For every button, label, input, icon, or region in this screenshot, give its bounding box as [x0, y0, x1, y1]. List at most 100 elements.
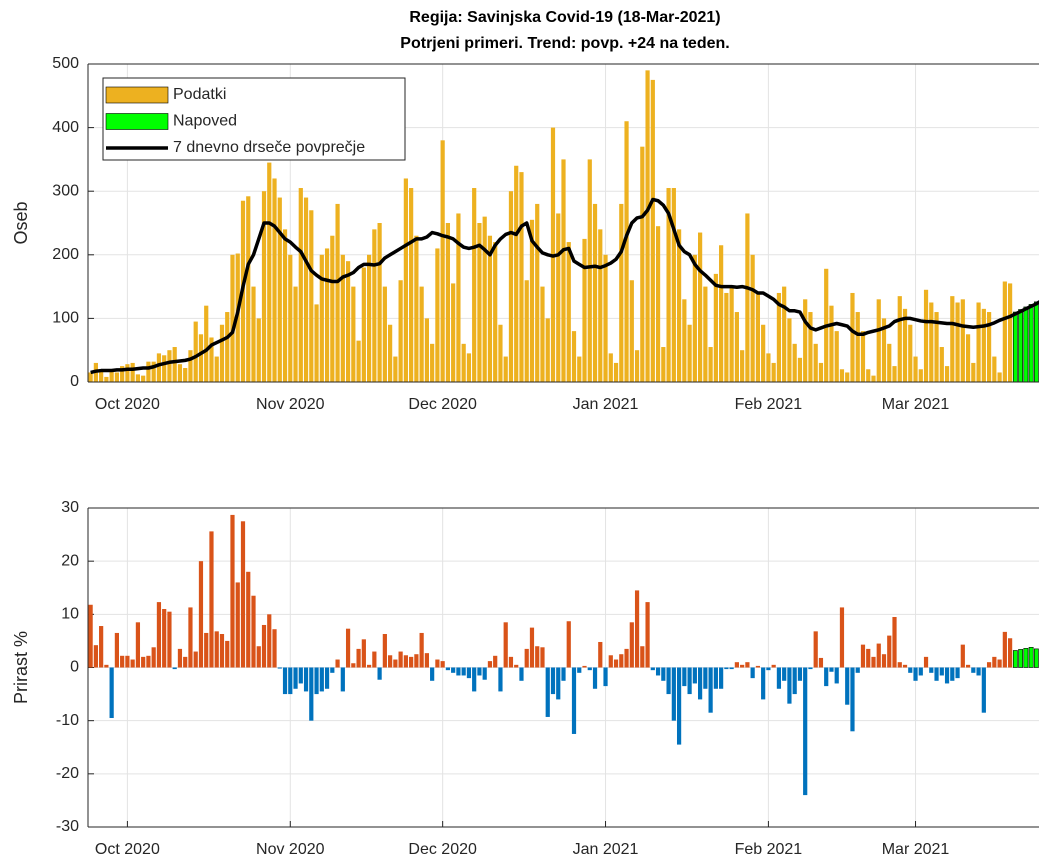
bar	[419, 632, 424, 668]
bar	[288, 254, 293, 382]
bar	[461, 343, 466, 382]
bar	[409, 656, 414, 668]
bar	[135, 622, 141, 668]
y-axis-label: Prirast %	[11, 631, 31, 704]
bar	[204, 632, 209, 668]
bar	[850, 292, 855, 382]
bar	[451, 667, 456, 673]
bar	[314, 304, 319, 382]
bar	[713, 667, 718, 689]
bar	[598, 229, 603, 382]
bar	[577, 667, 582, 673]
bar	[435, 248, 440, 382]
bar	[88, 604, 93, 668]
bar	[897, 296, 902, 382]
bar	[755, 665, 761, 668]
bar	[277, 667, 282, 669]
bar	[204, 305, 209, 382]
x-tick-label: Mar 2021	[882, 396, 950, 413]
bar	[141, 656, 146, 668]
bar	[424, 653, 429, 668]
bar	[913, 667, 918, 681]
bar	[456, 213, 461, 382]
y-tick-label: -20	[56, 765, 79, 782]
bar	[986, 312, 992, 382]
bar	[319, 667, 324, 692]
bar	[282, 667, 288, 695]
bar	[613, 362, 619, 382]
legend-swatch	[105, 113, 169, 130]
bar	[524, 648, 529, 668]
bar	[734, 662, 739, 668]
bar	[225, 640, 230, 668]
x-tick-label: Feb 2021	[735, 841, 803, 858]
bar	[887, 343, 892, 382]
bar	[750, 667, 755, 679]
bar	[866, 369, 871, 382]
bar	[992, 656, 997, 668]
bar	[366, 254, 372, 382]
bar	[345, 628, 351, 668]
bar	[745, 662, 750, 668]
bar	[782, 667, 787, 681]
bar	[156, 353, 162, 382]
bar	[582, 665, 587, 668]
bar	[566, 242, 571, 382]
bar	[713, 273, 718, 382]
bar	[545, 667, 550, 717]
bar	[120, 655, 125, 668]
bar	[571, 667, 577, 734]
bar	[393, 356, 398, 382]
bar	[403, 655, 408, 668]
x-tick-label: Dec 2020	[408, 841, 477, 858]
bar	[776, 292, 782, 382]
bar	[944, 366, 950, 382]
bar	[303, 667, 309, 692]
bar	[645, 602, 650, 668]
bar	[997, 372, 1002, 382]
bar	[556, 213, 561, 382]
bar	[261, 624, 267, 668]
moving-average-line	[90, 197, 1039, 375]
bar	[692, 254, 697, 382]
bar	[624, 648, 629, 668]
bar	[703, 286, 708, 382]
bar	[661, 347, 666, 382]
y-tick-label: -30	[56, 818, 79, 835]
bar	[687, 324, 692, 382]
bar	[960, 299, 965, 382]
bar	[745, 213, 750, 382]
bar	[225, 312, 230, 382]
bar	[803, 299, 808, 382]
bar	[740, 664, 745, 668]
bar	[162, 355, 167, 382]
bar	[818, 657, 824, 668]
x-tick-label: Mar 2021	[882, 841, 950, 858]
bar	[1028, 304, 1034, 383]
bar	[550, 667, 556, 695]
bar	[351, 663, 356, 668]
bar	[398, 651, 403, 668]
bar	[219, 324, 225, 382]
bar	[708, 667, 713, 713]
bar	[435, 659, 440, 668]
bar	[613, 659, 619, 668]
bar	[881, 654, 887, 668]
bar	[676, 229, 682, 382]
bar	[839, 607, 845, 668]
bar	[692, 667, 697, 684]
bar	[687, 667, 692, 695]
bar	[508, 656, 514, 668]
bar	[403, 178, 408, 382]
bar	[246, 196, 251, 382]
bar	[377, 223, 382, 382]
legend-swatch	[105, 86, 169, 104]
bar	[876, 643, 881, 668]
bar	[634, 590, 640, 668]
bar	[955, 667, 960, 679]
bar	[845, 372, 850, 382]
bar	[419, 286, 424, 382]
bar	[162, 609, 167, 668]
bar	[698, 232, 703, 382]
bar	[177, 648, 183, 668]
